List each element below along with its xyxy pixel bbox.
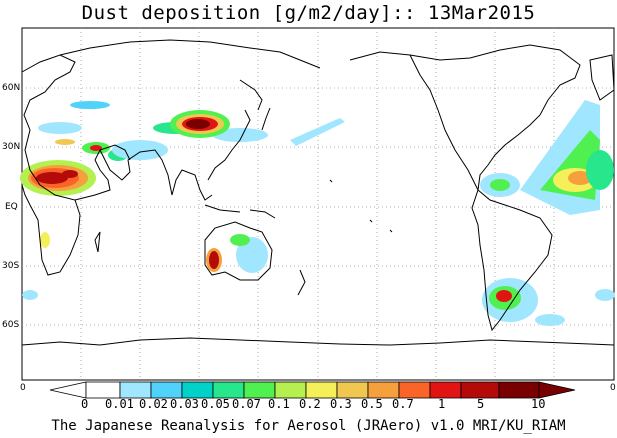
colorbar-label: 0.3: [330, 397, 352, 411]
colorbar-label: 0: [81, 397, 89, 411]
colorbar-bin: [305, 381, 338, 399]
lat-label-60s: 60S: [2, 320, 20, 330]
colorbar-label: 0.07: [232, 397, 261, 411]
dust-plumes: [20, 100, 615, 326]
map-title: Dust deposition [g/m2/day]:: 13Mar2015: [81, 2, 536, 24]
colorbar-label: 5: [477, 397, 485, 411]
colorbar-bin: [367, 381, 400, 399]
colorbar-label: 0.5: [361, 397, 383, 411]
colorbar-label: 0.05: [201, 397, 230, 411]
colorbar-label: 0.03: [170, 397, 199, 411]
colorbar-label: 0.7: [392, 397, 414, 411]
colorbar-bin: [119, 381, 152, 399]
colorbar-bin: [85, 381, 121, 399]
colorbar-bin: [398, 381, 431, 399]
colorbar-bin: [150, 381, 183, 399]
colorbar-bin: [212, 381, 245, 399]
colorbar-bin: [336, 381, 369, 399]
colorbar-label: 0.01: [105, 397, 134, 411]
lat-label-eq: EQ: [5, 202, 18, 212]
lat-label-30n: 30N: [2, 142, 21, 152]
gridlines: [22, 28, 614, 380]
colorbar-bin: [460, 381, 500, 399]
footer-credit: The Japanese Reanalysis for Aerosol (JRA…: [51, 418, 566, 434]
colorbar-label: 0.1: [268, 397, 290, 411]
lat-label-30s: 30S: [2, 261, 20, 271]
lat-label-60n: 60N: [2, 83, 21, 93]
colorbar-label: 10: [531, 397, 546, 411]
colorbar-bin: [498, 381, 540, 399]
colorbar-high-triangle: [538, 381, 576, 399]
colorbar-bin: [429, 381, 462, 399]
coastlines: [21, 39, 615, 346]
colorbar-bin: [181, 381, 214, 399]
colorbar-label: 0.2: [299, 397, 321, 411]
colorbar-label: 1: [438, 397, 446, 411]
colorbar-bin: [274, 381, 307, 399]
colorbar-label: 0.02: [139, 397, 168, 411]
colorbar-bin: [243, 381, 276, 399]
colorbar: [49, 381, 576, 399]
colorbar-low-triangle: [49, 381, 87, 399]
colorbar-edge-right: 0: [610, 383, 616, 393]
colorbar-edge-left: 0: [20, 383, 26, 393]
